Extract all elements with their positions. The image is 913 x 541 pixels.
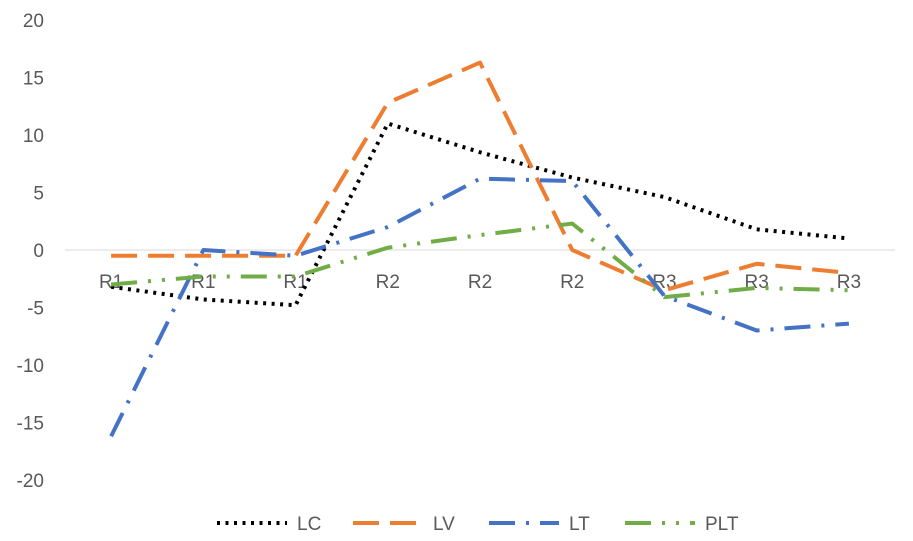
- series-line-lc: [110, 121, 850, 308]
- legend-label: LC: [297, 514, 321, 535]
- y-tick-label: -20: [17, 471, 44, 492]
- y-tick-label: -5: [27, 299, 44, 320]
- legend-item-plt: PLT: [625, 514, 739, 535]
- y-tick-label: 5: [33, 184, 44, 205]
- series-line-lt: [109, 176, 850, 438]
- y-tick-label: -10: [17, 356, 44, 377]
- x-tick-label: R1: [191, 272, 215, 293]
- x-tick-label: R3: [837, 272, 861, 293]
- x-tick-label: R2: [468, 272, 492, 293]
- legend-item-lc: LC: [217, 514, 321, 535]
- series-line-lv: [111, 60, 850, 293]
- y-tick-label: 20: [23, 11, 44, 32]
- y-tick-label: -15: [17, 414, 44, 435]
- y-tick-label: 0: [33, 241, 44, 262]
- y-tick-label: 15: [23, 69, 44, 90]
- legend-item-lt: LT: [489, 514, 590, 535]
- series-lines: [109, 60, 850, 438]
- legend: LC LV LT PLT: [217, 514, 739, 535]
- legend-label: PLT: [705, 514, 739, 535]
- x-tick-label: R1: [283, 272, 307, 293]
- y-tick-label: 10: [23, 126, 44, 147]
- legend-item-lv: LV: [353, 514, 455, 535]
- x-tick-label: R2: [376, 272, 400, 293]
- y-axis-tick-labels: 20 15 10 5 0 -5 -10 -15 -20: [17, 11, 44, 492]
- legend-label: LT: [569, 514, 590, 535]
- legend-label: LV: [433, 514, 455, 535]
- x-tick-label: R2: [560, 272, 584, 293]
